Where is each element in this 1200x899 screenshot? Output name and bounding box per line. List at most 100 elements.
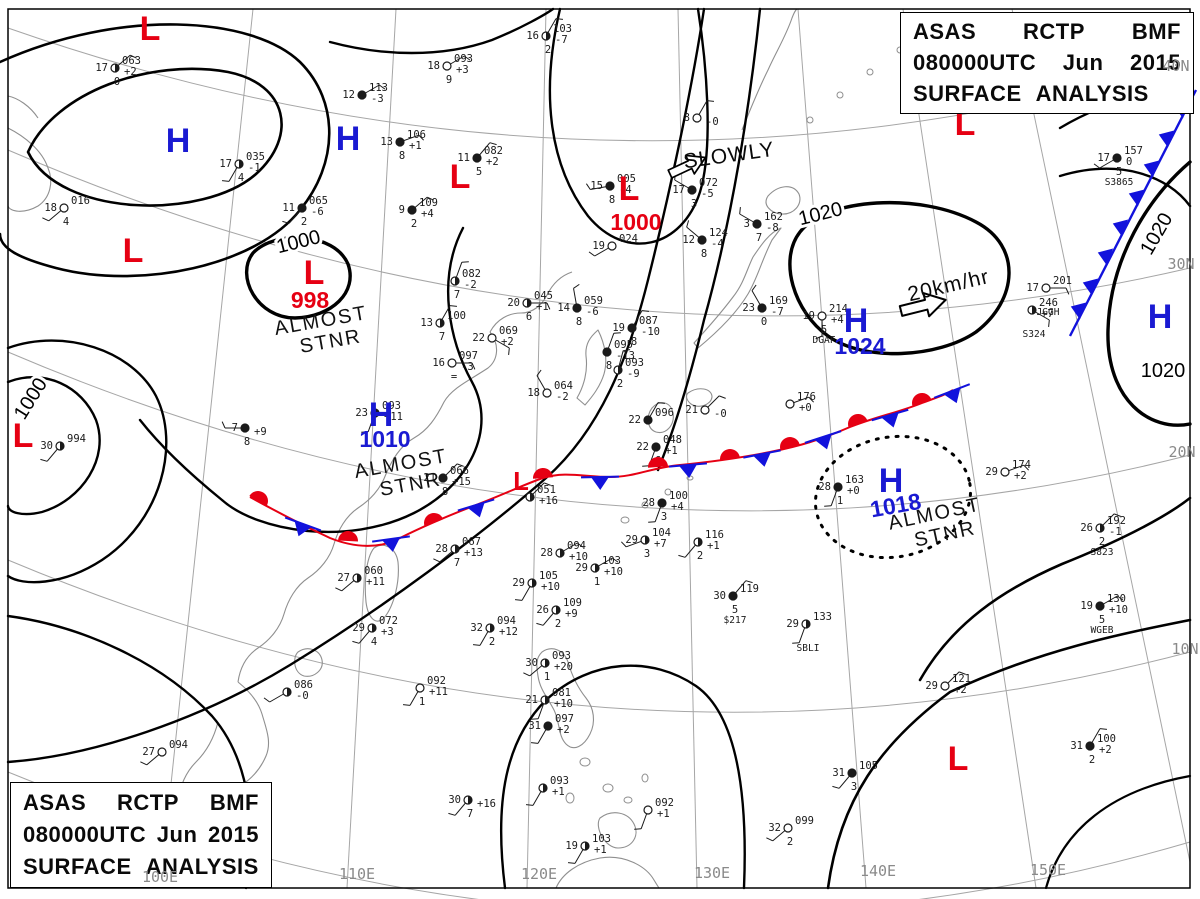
meridian-line bbox=[1011, 8, 1191, 863]
cold-front-triangle bbox=[382, 537, 400, 552]
station-change: +1 bbox=[665, 445, 678, 457]
isobar-line bbox=[0, 23, 331, 278]
wind-barb-tick bbox=[585, 183, 591, 190]
station-plot: 12 113-3 bbox=[342, 82, 388, 105]
station-temp: 23 bbox=[355, 407, 368, 419]
station-symbol bbox=[395, 137, 405, 147]
isobar-line bbox=[1044, 774, 1192, 890]
station-plot: 22 096 bbox=[628, 402, 674, 426]
station-pressure: 103 bbox=[592, 833, 611, 845]
island bbox=[641, 773, 649, 783]
station-weather: 7 bbox=[454, 289, 460, 301]
station-plot: 23 169-7 0 bbox=[742, 284, 788, 328]
station-symbol-half bbox=[556, 606, 560, 614]
warm-front-semicircle bbox=[533, 468, 553, 479]
high-pressure-center: H bbox=[369, 396, 394, 434]
station-change: +4 bbox=[421, 208, 434, 220]
station-temp: 20 bbox=[507, 297, 520, 309]
isobar-line bbox=[6, 7, 706, 764]
wind-barb-tick bbox=[379, 84, 386, 90]
wind-barb-tick bbox=[766, 837, 773, 842]
station-temp: 28 bbox=[540, 547, 553, 559]
station-plot: 17 072-5 3 bbox=[672, 172, 718, 210]
station-weather: 2 bbox=[555, 618, 561, 630]
station-temp: 30 bbox=[525, 657, 538, 669]
wind-barb-tick bbox=[612, 557, 619, 563]
station-weather: 3 bbox=[661, 511, 667, 523]
station-pressure: 094 bbox=[169, 739, 188, 751]
station-change: -3 bbox=[461, 361, 474, 373]
station-plot: 092+11 1 bbox=[402, 675, 448, 708]
parallel-line bbox=[7, 351, 1191, 512]
station-symbol bbox=[607, 241, 617, 251]
station-change: +2 bbox=[1014, 470, 1027, 482]
station-temp: 17 bbox=[1026, 282, 1039, 294]
wind-barb-tick bbox=[525, 804, 534, 806]
coastline bbox=[693, 227, 782, 349]
wind-barb-tick bbox=[832, 785, 840, 789]
station-temp: 22 bbox=[628, 414, 641, 426]
station-symbol bbox=[783, 823, 793, 833]
station-plot: 29 174+2 bbox=[985, 459, 1031, 482]
station-pressure: 124 bbox=[709, 227, 728, 239]
station-temp: 29 bbox=[786, 618, 799, 630]
station-plot: 19 103+1 bbox=[565, 833, 611, 864]
station-pressure: 094 bbox=[497, 615, 516, 627]
wind-barb-tick bbox=[648, 521, 656, 523]
station-temp: 28 bbox=[435, 543, 448, 555]
station-symbol bbox=[1000, 467, 1010, 477]
station-plot: 16 103-7 2 bbox=[526, 18, 572, 56]
station-temp: 23 bbox=[742, 302, 755, 314]
station-weather: 3 bbox=[644, 548, 650, 560]
station-pressure: 093 bbox=[454, 53, 473, 65]
station-change: +3 bbox=[456, 64, 469, 76]
wind-barb-tick bbox=[433, 558, 440, 563]
wind-barb-tick bbox=[577, 542, 584, 548]
station-pressure: 072 bbox=[379, 615, 398, 627]
station-change: +4 bbox=[671, 501, 684, 513]
station-pressure: 093 bbox=[552, 650, 571, 662]
station-plot: 17 063+2 0 bbox=[95, 54, 141, 88]
station-pressure: 169 bbox=[769, 295, 788, 307]
station-change: -0 bbox=[706, 116, 719, 128]
station-symbol bbox=[627, 323, 637, 333]
station-pressure: 093 bbox=[550, 775, 569, 787]
cold-front-line-ne bbox=[1068, 89, 1198, 337]
station-pressure: 246 bbox=[1039, 297, 1058, 309]
station-id: S324 bbox=[1023, 329, 1046, 340]
station-change: +1 bbox=[552, 786, 565, 798]
wind-barb-tick bbox=[40, 458, 48, 462]
high-pressure-center: H bbox=[844, 302, 869, 340]
station-pressure: 065 bbox=[309, 195, 328, 207]
wind-barb-tick bbox=[792, 642, 800, 644]
warm-front-semicircle bbox=[780, 437, 800, 450]
station-plot: 11 082+2 5 bbox=[457, 142, 503, 178]
station-pressure: 119 bbox=[740, 583, 759, 595]
wind-barb-tick bbox=[546, 302, 551, 310]
station-plot: 12 124-4 8 bbox=[682, 220, 728, 260]
low-pressure-center: L bbox=[304, 254, 325, 292]
pressure-value: 1000 bbox=[610, 209, 661, 235]
wind-barb-tick bbox=[448, 812, 456, 816]
station-plot: 20 045+1 6 bbox=[507, 290, 553, 323]
station-plot: 28 094+10 bbox=[540, 540, 588, 563]
station-change: +7 bbox=[654, 538, 667, 550]
station-plot: 29 072+3 4 bbox=[352, 615, 398, 648]
isobar-label: 1020 bbox=[1141, 360, 1186, 382]
wind-barb-tick bbox=[1099, 728, 1108, 730]
station-temp: 27 bbox=[142, 746, 155, 758]
station-change: +9 bbox=[565, 608, 578, 620]
meridian-line bbox=[677, 8, 698, 889]
station-change: +7 bbox=[1041, 308, 1054, 320]
wind-barb-tick bbox=[815, 335, 823, 340]
station-pressure: 082 bbox=[462, 268, 481, 280]
station-symbol bbox=[407, 205, 417, 215]
station-weather: 1 bbox=[837, 495, 843, 507]
station-temp: 3 bbox=[744, 218, 750, 230]
warm-front-semicircle bbox=[249, 491, 268, 506]
wind-barb-tick bbox=[686, 220, 690, 228]
title-block-bottom-left: ASAS RCTP BMF 080000UTC Jun 2015 SURFACE ANAL… bbox=[10, 782, 272, 888]
